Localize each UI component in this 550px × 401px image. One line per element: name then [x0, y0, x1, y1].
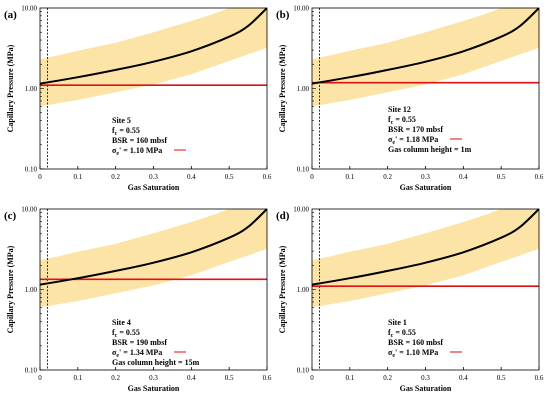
x-axis-title: Gas Saturation [128, 183, 180, 192]
x-tick-label: 0.4 [459, 173, 468, 181]
annotation-line: Gas column height = 15m [112, 358, 200, 367]
y-tick-label: 10.00 [293, 206, 309, 214]
annotation-line: fc = 0.55 [388, 328, 416, 339]
y-tick-label: 1.00 [25, 286, 38, 294]
annotation-line: σe' = 1.34 MPa [112, 348, 162, 359]
capillary-pressure-curve [40, 8, 267, 85]
x-tick-label: 0.3 [149, 374, 158, 382]
x-tick-label: 0.5 [497, 173, 506, 181]
annotation-line: BSR = 190 mbsf [112, 338, 167, 347]
capillary-pressure-curve [312, 209, 539, 286]
x-tick-label: 0 [38, 374, 42, 382]
x-tick-label: 0.3 [421, 173, 430, 181]
x-tick-label: 0 [310, 374, 314, 382]
annotation-line: Site 4 [112, 318, 131, 327]
x-axis-title: Gas Saturation [400, 183, 452, 192]
x-tick-label: 0.6 [263, 374, 272, 382]
y-tick-label: 0.10 [297, 367, 310, 375]
capillary-pressure-curve [40, 209, 267, 286]
annotation-line: BSR = 160 mbsf [112, 136, 167, 145]
panel-label: (b) [276, 9, 290, 21]
annotation-line: σe' = 1.10 MPa [388, 348, 438, 359]
uncertainty-band [40, 209, 267, 308]
x-tick-label: 0.4 [187, 173, 196, 181]
uncertainty-band [40, 8, 267, 107]
annotation-line: Site 12 [388, 105, 411, 114]
y-axis-title: Capillary Pressure (MPa) [6, 245, 15, 333]
annotation-line: Gas column height = 1m [388, 145, 472, 154]
chart-panel-2: 0 0.1 0.2 0.3 0.4 0.5 0.6 0.10 1.00 10.00 Gas Satu… [276, 5, 544, 193]
annotation-line: σe' = 1.10 MPa [112, 146, 162, 157]
x-tick-label: 0 [310, 173, 314, 181]
x-tick-label: 0.5 [225, 173, 234, 181]
chart-panel-1: 0 0.1 0.2 0.3 0.4 0.5 0.6 0.10 1.00 10.00 Gas Satu… [4, 5, 272, 193]
y-axis-title: Capillary Pressure (MPa) [278, 245, 287, 333]
x-tick-label: 0.4 [187, 374, 196, 382]
x-tick-label: 0.5 [225, 374, 234, 382]
annotation-line: fc = 0.55 [388, 115, 416, 126]
panel-label: (a) [4, 9, 17, 21]
x-tick-label: 0.2 [111, 173, 120, 181]
x-tick-label: 0.3 [149, 173, 158, 181]
panel-label: (c) [4, 210, 17, 222]
y-tick-label: 10.00 [293, 5, 309, 13]
annotation-line: fc = 0.55 [112, 328, 140, 339]
y-tick-label: 1.00 [297, 85, 310, 93]
x-tick-label: 0.4 [459, 374, 468, 382]
y-axis-title: Capillary Pressure (MPa) [278, 44, 287, 132]
x-tick-label: 0.1 [73, 374, 82, 382]
x-tick-label: 0.1 [345, 173, 354, 181]
x-tick-label: 0.2 [383, 374, 392, 382]
x-tick-label: 0.2 [383, 173, 392, 181]
y-axis-title: Capillary Pressure (MPa) [6, 44, 15, 132]
capillary-pressure-curve [312, 8, 539, 85]
uncertainty-band [312, 8, 539, 107]
x-tick-label: 0.1 [73, 173, 82, 181]
x-tick-label: 0.3 [421, 374, 430, 382]
x-tick-label: 0.6 [535, 374, 544, 382]
annotation-line: BSR = 170 mbsf [388, 125, 443, 134]
panel-label: (d) [276, 210, 290, 222]
chart-panel-4: 0 0.1 0.2 0.3 0.4 0.5 0.6 0.10 1.00 10.00 Gas Satu… [276, 206, 544, 394]
annotation-line: Site 1 [388, 318, 407, 327]
x-tick-label: 0 [38, 173, 42, 181]
y-tick-label: 0.10 [25, 166, 38, 174]
y-tick-label: 10.00 [21, 206, 37, 214]
y-tick-label: 0.10 [297, 166, 310, 174]
uncertainty-band [312, 209, 539, 308]
y-tick-label: 1.00 [297, 286, 310, 294]
x-tick-label: 0.5 [497, 374, 506, 382]
x-axis-title: Gas Saturation [400, 384, 452, 393]
annotation-line: Site 5 [112, 116, 131, 125]
y-tick-label: 10.00 [21, 5, 37, 13]
annotation-line: fc = 0.55 [112, 126, 140, 137]
annotation-line: BSR = 160 mbsf [388, 338, 443, 347]
x-tick-label: 0.1 [345, 374, 354, 382]
y-tick-label: 0.10 [25, 367, 38, 375]
x-tick-label: 0.6 [263, 173, 272, 181]
y-tick-label: 1.00 [25, 85, 38, 93]
x-tick-label: 0.2 [111, 374, 120, 382]
annotation-line: σe' = 1.18 MPa [388, 135, 438, 146]
x-axis-title: Gas Saturation [128, 384, 180, 393]
x-tick-label: 0.6 [535, 173, 544, 181]
chart-panel-3: 0 0.1 0.2 0.3 0.4 0.5 0.6 0.10 1.00 10.00 Gas Satu… [4, 206, 272, 394]
